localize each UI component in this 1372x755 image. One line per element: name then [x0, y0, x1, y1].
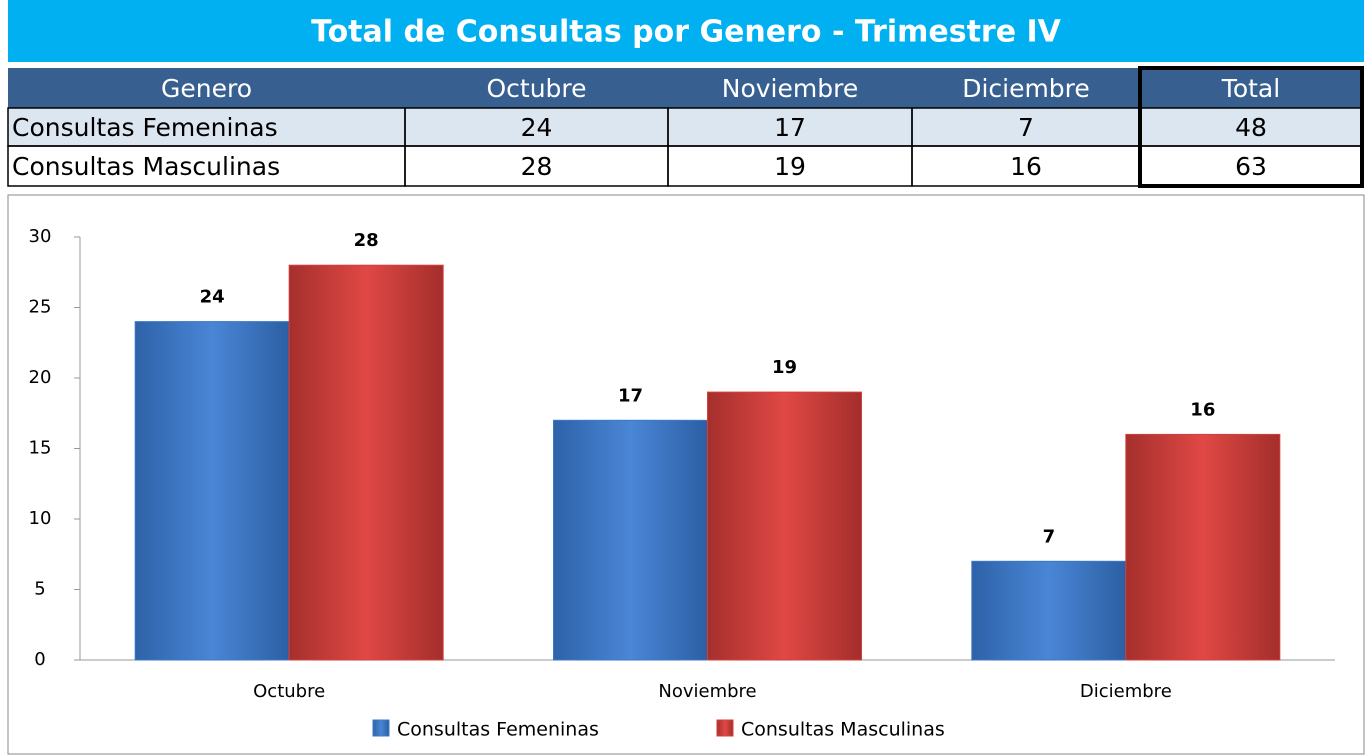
cell-text: 19	[774, 152, 806, 181]
data-label: 17	[618, 385, 643, 406]
x-tick-label: Noviembre	[658, 681, 756, 702]
y-tick-label: 20	[29, 367, 52, 388]
legend-label: Consultas Femeninas	[397, 719, 599, 741]
header-cell: Noviembre	[722, 74, 858, 103]
y-tick-label: 30	[29, 226, 52, 247]
y-tick-label: 0	[34, 649, 45, 670]
legend-swatch	[372, 719, 390, 737]
total-column-border	[1138, 66, 1364, 188]
x-tick-label: Diciembre	[1080, 681, 1172, 702]
cell-text: 16	[1010, 152, 1042, 181]
cell-text: 48	[1235, 113, 1267, 142]
y-tick-label: 25	[29, 297, 52, 318]
legend-swatch	[716, 719, 734, 737]
cell-text: 63	[1235, 152, 1267, 181]
bar	[971, 560, 1127, 661]
bar	[553, 419, 708, 661]
cell-text: 7	[1018, 113, 1034, 142]
bar	[134, 321, 290, 661]
table-title: Total de Consultas por Genero - Trimestr…	[311, 15, 1062, 50]
bar	[288, 264, 444, 661]
header-cell: Diciembre	[962, 74, 1090, 103]
y-tick-label: 15	[29, 438, 52, 459]
row-bg	[8, 108, 1362, 146]
y-tick-label: 5	[34, 579, 45, 600]
y-tick-label: 10	[29, 508, 52, 529]
bar	[707, 391, 862, 661]
cell-text: Consultas Masculinas	[12, 152, 280, 181]
data-label: 16	[1190, 399, 1215, 420]
cell-text: 17	[774, 113, 806, 142]
header-cell: Total	[1221, 74, 1280, 103]
header-cell: Octubre	[486, 74, 586, 103]
cell-text: 24	[521, 113, 553, 142]
legend-label: Consultas Masculinas	[741, 719, 945, 741]
data-label: 24	[200, 287, 225, 308]
cell-text: Consultas Femeninas	[12, 113, 278, 142]
data-label: 19	[772, 357, 797, 378]
bar	[1125, 433, 1281, 661]
cell-text: 28	[521, 152, 553, 181]
header-cell: Genero	[161, 74, 252, 103]
data-label: 7	[1043, 526, 1056, 547]
data-label: 28	[354, 230, 379, 251]
title-bar	[8, 0, 1364, 62]
header-row	[8, 68, 1362, 108]
x-tick-label: Octubre	[253, 681, 325, 702]
